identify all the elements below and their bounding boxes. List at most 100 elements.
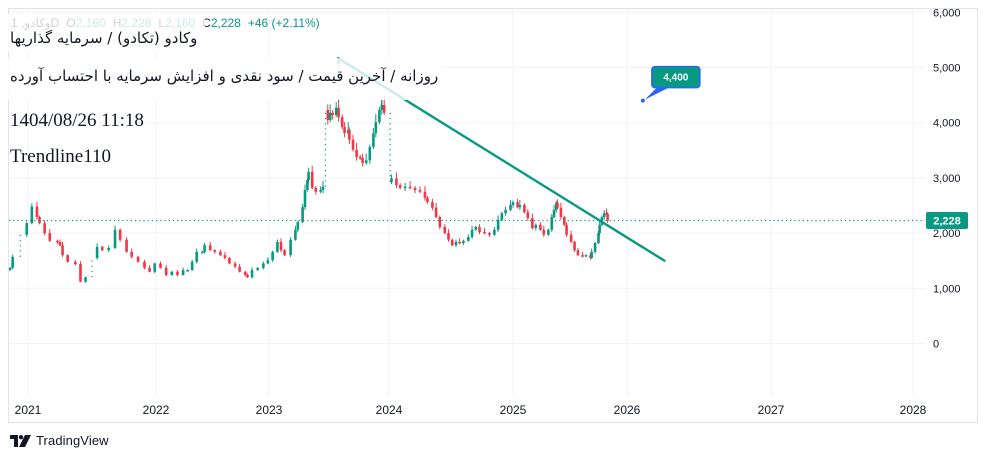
candle-up — [11, 256, 14, 268]
price-axis[interactable]: 0 1,000 2,000 3,000 4,000 5,000 6,000 — [933, 7, 961, 351]
price-tick-label: 2,000 — [933, 228, 961, 240]
callout-box[interactable] — [651, 65, 701, 89]
candle-up — [378, 110, 381, 123]
candle-down — [542, 229, 546, 235]
candle-down — [382, 105, 386, 113]
candle-up — [186, 270, 189, 272]
candle-up — [602, 213, 606, 218]
candle-up — [328, 112, 332, 120]
candle-down — [565, 224, 568, 235]
time-tick-label: 2028 — [900, 403, 927, 417]
footer-branding[interactable]: TradingView — [10, 433, 109, 448]
tradingview-logo-icon — [10, 434, 31, 447]
candle-up — [390, 178, 393, 183]
candle-up — [474, 227, 478, 230]
candle-down — [243, 271, 247, 276]
candle-up — [454, 241, 458, 246]
last-price-badge — [926, 212, 968, 229]
price-tick-label: 3,000 — [933, 173, 961, 185]
candle-up — [95, 246, 99, 258]
time-axis[interactable]: 2021 2022 2023 2024 2025 2026 2027 2028 — [15, 403, 927, 417]
candle-down — [413, 187, 417, 191]
price-tick-label: 1,000 — [933, 283, 961, 295]
candle-down — [531, 218, 534, 229]
indicator-name-text[interactable]: Trendline110 — [10, 146, 111, 167]
candle-down — [310, 171, 314, 188]
candle-up — [334, 107, 338, 115]
candle-down — [337, 107, 340, 118]
candle-up — [597, 233, 600, 244]
candle-down — [100, 246, 104, 251]
candle-down — [559, 207, 563, 218]
price-tick-label: 5,000 — [933, 63, 961, 75]
candle-up — [9, 267, 12, 271]
candle-down — [283, 250, 286, 256]
candle-down — [58, 241, 62, 246]
candlestick-series — [9, 59, 609, 283]
candle-down — [361, 158, 364, 163]
candle-up — [266, 260, 270, 264]
candle-down — [418, 190, 422, 192]
time-tick-label: 2025 — [500, 403, 527, 417]
candle-down — [343, 127, 346, 134]
close-value: 2,228 — [210, 16, 241, 30]
callout-pointer — [644, 87, 669, 100]
candle-up — [256, 267, 259, 271]
callout-label: 4,400 — [663, 73, 688, 84]
candle-down — [408, 186, 412, 189]
candle-up — [201, 251, 204, 254]
candle-down — [351, 139, 355, 150]
candle-down — [79, 264, 82, 282]
candle-down — [434, 207, 438, 218]
candle-up — [403, 186, 407, 189]
candle-down — [331, 112, 334, 115]
price-callout-drawing[interactable]: 4,400 — [640, 65, 701, 103]
candle-down — [223, 255, 227, 258]
candle-down — [74, 261, 77, 265]
chart-subtitle-text[interactable]: روزانه / آخرین قیمت / سود نقدی و افزایش … — [8, 58, 443, 100]
candle-down — [523, 204, 526, 213]
candle-up — [368, 146, 372, 161]
candle-down — [118, 229, 122, 240]
candle-up — [550, 217, 554, 230]
candle-down — [35, 206, 39, 218]
candle-up — [470, 229, 474, 237]
candle-down — [43, 223, 46, 234]
candle-up — [30, 206, 34, 224]
candle-up — [462, 240, 465, 244]
candle-down — [125, 239, 128, 252]
candle-up — [294, 229, 297, 240]
candle-down — [426, 197, 429, 203]
last-price-value: 2,228 — [933, 216, 961, 228]
candle-up — [380, 105, 384, 111]
candle-down — [279, 241, 283, 251]
price-tick-label: 4,000 — [933, 118, 961, 130]
candle-down — [164, 267, 168, 276]
candle-down — [458, 241, 461, 244]
candle-up — [374, 122, 378, 134]
candle-up — [306, 180, 309, 191]
candle-up — [190, 261, 194, 271]
candle-up — [276, 241, 279, 252]
candle-down — [450, 239, 454, 246]
candle-down — [581, 255, 584, 257]
candle-down — [516, 202, 519, 208]
candle-up — [493, 229, 496, 235]
candle-down — [606, 213, 609, 221]
time-tick-label: 2027 — [758, 403, 785, 417]
candle-down — [398, 185, 402, 188]
candle-down — [483, 231, 486, 234]
price-tick-label: 0 — [933, 339, 939, 351]
candle-down — [213, 250, 217, 252]
datetime-text[interactable]: 1404/08/26 11:18 — [10, 110, 144, 131]
candle-up — [500, 213, 504, 220]
chart-title-text[interactable]: وکادو (تکادو) / سرمایه گذاریها — [8, 14, 206, 52]
candle-up — [107, 248, 110, 251]
candle-up — [296, 222, 300, 230]
candle-up — [289, 239, 292, 256]
candle-down — [431, 202, 434, 208]
candle-up — [552, 209, 556, 218]
candle-up — [518, 204, 522, 208]
callout-anchor-dot[interactable] — [640, 98, 645, 103]
candle-up — [364, 160, 368, 163]
